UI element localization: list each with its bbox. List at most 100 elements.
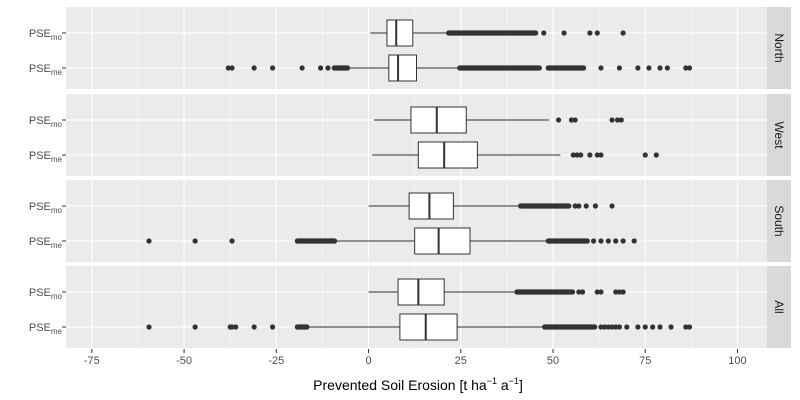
outlier-band [517, 203, 572, 209]
y-tick-label-base: PSE [29, 115, 51, 127]
outlier-point [653, 152, 659, 158]
y-tick-label-sub: mo [51, 292, 63, 301]
outlier-point [605, 324, 611, 330]
panel-gridlines [66, 7, 767, 89]
x-axis-title-sup2: −1 [509, 376, 519, 386]
outlier-point [650, 324, 656, 330]
outlier-point [572, 117, 578, 123]
outlier-point [270, 324, 276, 330]
outlier-point [192, 324, 198, 330]
y-tick-label-sub: me [51, 327, 63, 336]
y-tick-label: PSEmo [29, 201, 63, 215]
outlier-point [657, 65, 663, 71]
x-axis-title-suffix: ] [519, 377, 523, 393]
outlier-point [587, 30, 593, 36]
strip-label-all: All [772, 300, 786, 313]
y-tick-label: PSEme [29, 322, 63, 336]
box-iqr [417, 141, 478, 169]
strip-background [767, 266, 791, 348]
outlier-band [294, 238, 338, 244]
y-tick-label-base: PSE [29, 287, 51, 299]
x-axis-title-mid: a [497, 377, 509, 393]
x-tick-label: 75 [639, 355, 651, 367]
outlier-point [642, 324, 648, 330]
strip-background [767, 94, 791, 176]
box-all-mo: PSEmo [29, 278, 626, 306]
box-west-mo: PSEmo [29, 106, 624, 134]
outlier-band [294, 324, 310, 330]
y-tick-label-sub: mo [51, 206, 63, 215]
outlier-band [541, 324, 598, 330]
outlier-point [299, 65, 305, 71]
outlier-point [635, 324, 641, 330]
outlier-point [646, 65, 652, 71]
y-tick-label-base: PSE [29, 236, 51, 248]
outlier-point [541, 30, 547, 36]
strip-background [767, 7, 791, 89]
y-tick-label-base: PSE [29, 28, 51, 40]
box-iqr [414, 227, 471, 255]
outlier-band [457, 65, 542, 71]
outlier-point [576, 289, 582, 295]
outlier-point [251, 65, 257, 71]
panel-background [66, 94, 767, 176]
box-iqr [397, 278, 445, 306]
x-tick-label: -75 [84, 355, 100, 367]
outlier-point [686, 324, 693, 330]
outlier-point [579, 289, 586, 295]
x-axis: -75 -50 -25 0 25 50 75 100 [84, 349, 747, 367]
strip-background [767, 180, 791, 262]
x-axis-title-prefix: Prevented Soil Erosion [t ha [313, 377, 487, 393]
outlier-point [613, 238, 619, 244]
outlier-point [270, 65, 276, 71]
outlier-point [616, 289, 623, 295]
x-tick-label: 100 [728, 355, 746, 367]
outlier-point [613, 324, 619, 330]
outlier-point [620, 30, 626, 36]
outlier-point [570, 152, 576, 158]
outlier-point [594, 152, 600, 158]
x-tick-label: 50 [547, 355, 559, 367]
outlier-point [574, 152, 580, 158]
outlier-point [598, 324, 604, 330]
outlier-point [598, 238, 604, 244]
y-tick-label: PSEmo [29, 115, 63, 129]
y-tick-label-base: PSE [29, 63, 51, 75]
outlier-point [583, 203, 589, 209]
box-iqr [386, 19, 414, 47]
panel-west: West PSEmo PSEme [29, 94, 791, 176]
outlier-point [683, 65, 689, 71]
y-tick-label-sub: me [51, 241, 63, 250]
strip-label-west: West [772, 121, 786, 149]
y-tick-label: PSEmo [29, 287, 63, 301]
y-tick-label-sub: mo [51, 33, 63, 42]
outlier-point [598, 65, 604, 71]
y-tick-label-sub: mo [51, 120, 63, 129]
y-tick-label: PSEme [29, 63, 63, 77]
box-iqr [410, 106, 467, 134]
x-tick-label: 25 [455, 355, 467, 367]
box-north-mo: PSEmo [29, 19, 626, 47]
outlier-point [594, 289, 600, 295]
outlier-point [668, 324, 674, 330]
outlier-band [514, 289, 576, 295]
strip-label-north: North [772, 33, 786, 62]
y-tick-label: PSEme [29, 236, 63, 250]
outlier-point [576, 203, 582, 209]
outlier-point [618, 117, 624, 123]
box-west-me: PSEme [29, 141, 659, 169]
outlier-point [192, 238, 198, 244]
outlier-point [609, 324, 615, 330]
outlier-point [686, 65, 693, 71]
outlier-point [229, 65, 235, 71]
y-tick-label: PSEme [29, 150, 63, 164]
outlier-point [233, 324, 239, 330]
outlier-point [635, 65, 641, 71]
x-tick-label: 0 [365, 355, 371, 367]
outlier-point [598, 289, 604, 295]
outlier-point [609, 117, 615, 123]
